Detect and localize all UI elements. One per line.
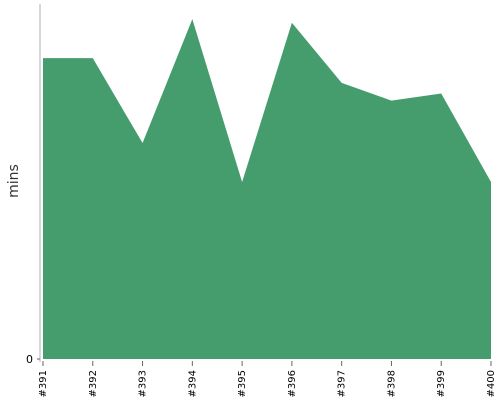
x-tick-label: #392	[88, 370, 99, 397]
x-tick-label: #398	[386, 370, 397, 397]
y-axis-label: mins	[6, 164, 22, 198]
x-tick-label: #399	[436, 370, 447, 397]
y-tick-label: 0	[26, 353, 33, 366]
plot-area	[43, 19, 491, 359]
x-tick-label: #397	[337, 370, 348, 397]
x-tick-label: #394	[187, 370, 198, 397]
x-tick-label: #396	[287, 370, 298, 397]
x-ticks: #391 #392 #393 #394 #395 #396 #397 #398 #399 #400	[38, 361, 497, 397]
x-tick-label: #395	[237, 370, 248, 397]
x-tick-label: #400	[486, 370, 497, 397]
y-ticks: 0	[26, 353, 40, 366]
area-series	[43, 19, 491, 359]
x-tick-label: #391	[38, 370, 49, 397]
x-tick-label: #393	[138, 370, 149, 397]
